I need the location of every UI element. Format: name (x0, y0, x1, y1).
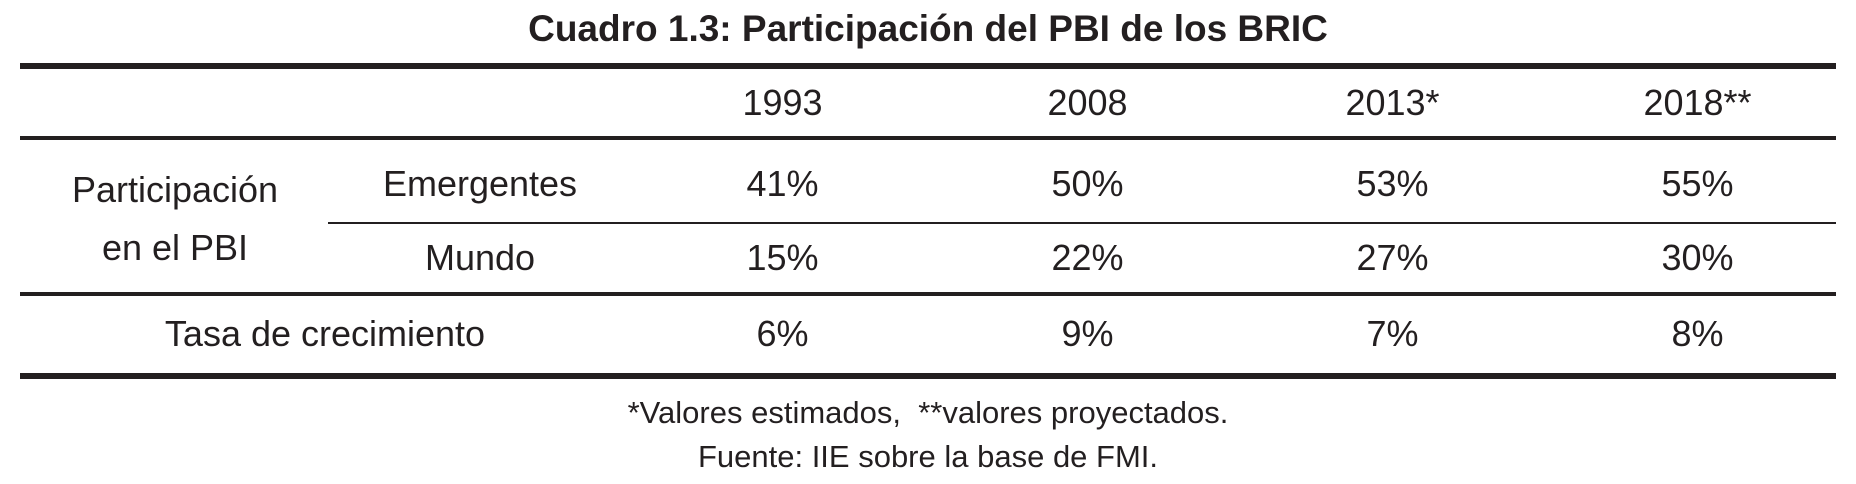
footnote: *Valores estimados, **valores proyectado… (627, 395, 1229, 430)
row-label: Mundo (424, 237, 536, 278)
column-header: 2018** (1643, 82, 1752, 123)
table-cell: 50% (1051, 163, 1124, 204)
table-cell: 9% (1061, 313, 1114, 354)
table-cell: 8% (1671, 313, 1724, 354)
column-header: 2008 (1047, 82, 1128, 123)
group-label-line: en el PBI (101, 227, 249, 268)
group-label-line: Participación (71, 169, 279, 210)
bottom-rule (20, 373, 1836, 379)
row-label: Tasa de crecimiento (164, 313, 486, 354)
row-divider-rule (328, 222, 1836, 224)
group-bottom-rule (20, 292, 1836, 296)
header-rule (20, 136, 1836, 140)
table-cell: 6% (756, 313, 809, 354)
table-cell: 41% (746, 163, 819, 204)
table-cell: 7% (1366, 313, 1419, 354)
top-rule (20, 63, 1836, 69)
table-cell: 55% (1661, 163, 1734, 204)
table-cell: 30% (1661, 237, 1734, 278)
source-note: Fuente: IIE sobre la base de FMI. (697, 439, 1159, 474)
table-cell: 22% (1051, 237, 1124, 278)
column-header: 2013* (1345, 82, 1440, 123)
column-header: 1993 (742, 82, 823, 123)
table-cell: 27% (1356, 237, 1429, 278)
row-label: Emergentes (382, 163, 578, 204)
table-cell: 15% (746, 237, 819, 278)
table-cell: 53% (1356, 163, 1429, 204)
table-title: Cuadro 1.3: Participación del PBI de los… (528, 8, 1328, 49)
